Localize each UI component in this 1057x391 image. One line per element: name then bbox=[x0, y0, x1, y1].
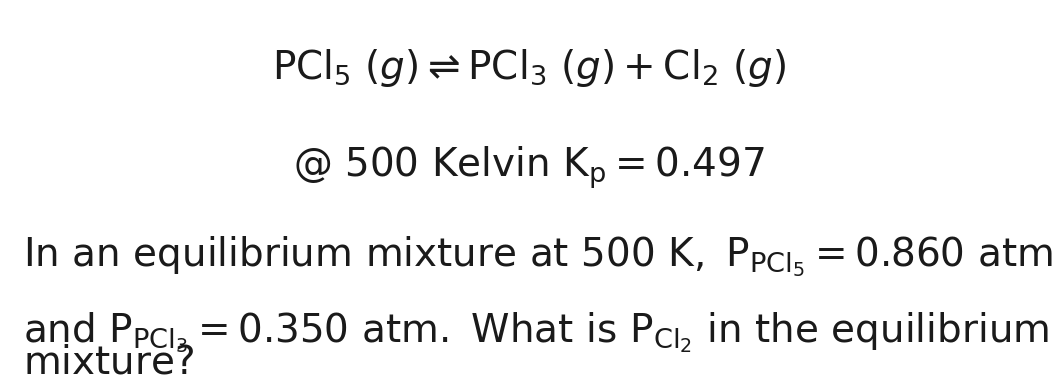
Text: $\mathrm{and\ P_{PCl_3} = 0.350\ atm.\ What\ is\ P_{Cl_2}\ in\ the\ equilibrium}: $\mathrm{and\ P_{PCl_3} = 0.350\ atm.\ W… bbox=[23, 311, 1050, 355]
Text: $\mathrm{@\ 500\ Kelvin\ K_p = 0.497}$: $\mathrm{@\ 500\ Kelvin\ K_p = 0.497}$ bbox=[293, 145, 764, 191]
Text: $\mathrm{PCl_5\ (\mathit{g}) \rightleftharpoons PCl_3\ (\mathit{g}) + Cl_2\ (\ma: $\mathrm{PCl_5\ (\mathit{g}) \rightlefth… bbox=[272, 47, 785, 89]
Text: $\mathrm{In\ an\ equilibrium\ mixture\ at\ 500\ K,\ P_{PCl_5} = 0.860\ atm}$: $\mathrm{In\ an\ equilibrium\ mixture\ a… bbox=[23, 235, 1053, 279]
Text: $\mathrm{mixture?}$: $\mathrm{mixture?}$ bbox=[23, 344, 194, 381]
